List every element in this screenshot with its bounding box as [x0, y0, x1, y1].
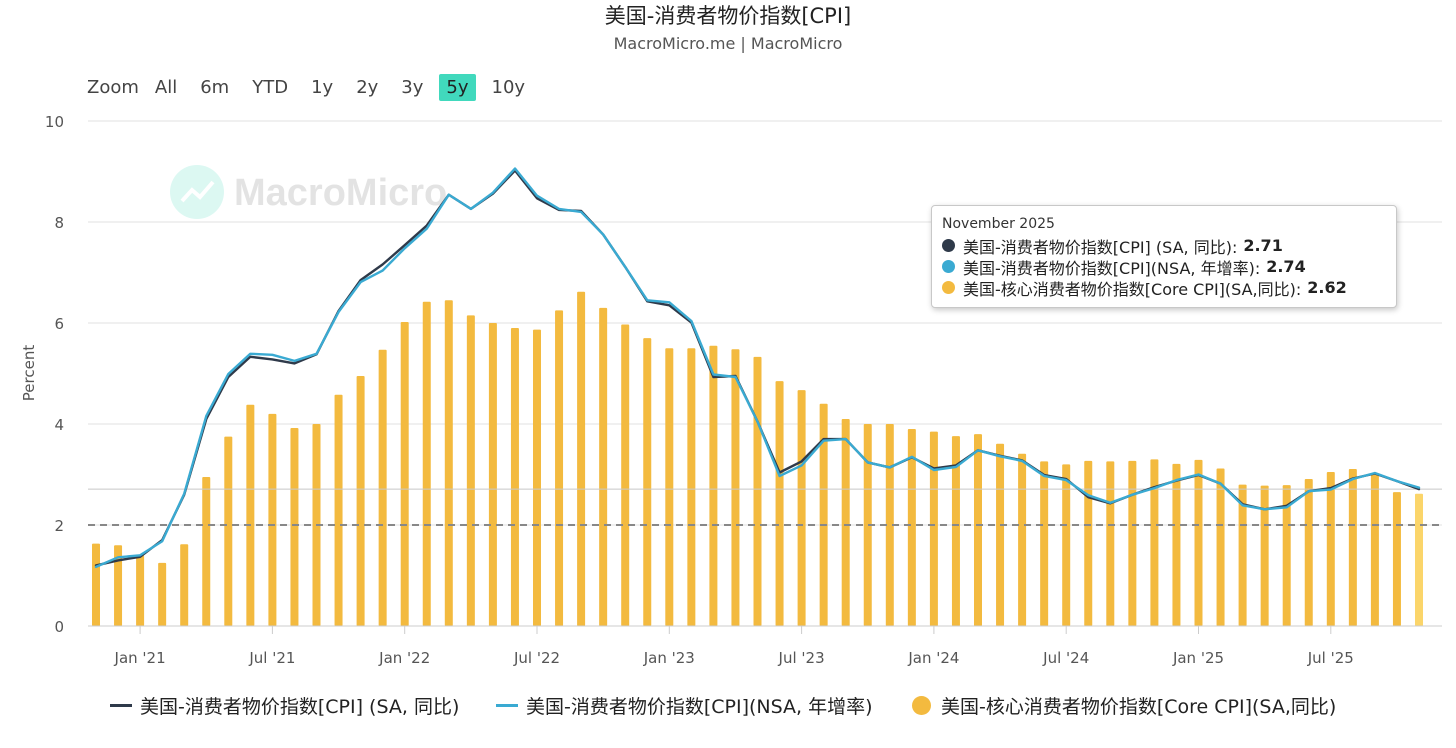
core-cpi-bar: [1349, 469, 1357, 626]
core-cpi-bar: [1195, 460, 1203, 626]
x-tick-label: Jul '23: [778, 649, 825, 667]
core-cpi-bar: [467, 315, 475, 626]
tooltip-dot-core-cpi: [942, 281, 955, 294]
x-tick-label: Jan '21: [114, 649, 166, 667]
legend-item-cpi-nsa[interactable]: 美国-消费者物价指数[CPI](NSA, 年增率): [496, 692, 873, 719]
x-tick-label: Jul '21: [248, 649, 295, 667]
core-cpi-bar: [1415, 494, 1423, 626]
core-cpi-bar: [423, 302, 431, 626]
legend-circle-core-cpi-icon: [912, 696, 931, 715]
core-cpi-bar: [577, 292, 585, 626]
core-cpi-bar: [1393, 492, 1401, 626]
core-cpi-bar: [1261, 486, 1269, 626]
core-cpi-bar: [643, 338, 651, 626]
core-cpi-bar: [1371, 473, 1379, 626]
core-cpi-bar: [665, 348, 673, 626]
core-cpi-bar: [974, 434, 982, 626]
x-tick-label: Jan '24: [907, 649, 959, 667]
core-cpi-bar: [930, 432, 938, 626]
tooltip-value-cpi-nsa: 2.74: [1266, 257, 1305, 276]
core-cpi-bar: [489, 323, 497, 626]
core-cpi-bar: [92, 544, 100, 626]
core-cpi-bar: [268, 414, 276, 626]
core-cpi-bar: [798, 390, 806, 626]
tooltip-row-core-cpi: 美国-核心消费者物价指数[Core CPI](SA,同比): 2.62: [942, 277, 1386, 298]
y-tick-label: 2: [54, 517, 64, 535]
core-cpi-bar: [1172, 464, 1180, 626]
core-cpi-bar: [533, 330, 541, 626]
x-tick-label: Jul '22: [513, 649, 560, 667]
tooltip-dot-cpi-sa: [942, 239, 955, 252]
core-cpi-bar: [136, 555, 144, 626]
core-cpi-bar: [445, 300, 453, 626]
y-tick-label: 4: [54, 416, 64, 434]
core-cpi-bar: [709, 346, 717, 626]
core-cpi-bar: [1040, 461, 1048, 626]
y-tick-label: 6: [54, 315, 64, 333]
core-cpi-bars: [92, 292, 1423, 626]
core-cpi-bar: [820, 404, 828, 626]
chart-tooltip: November 2025 美国-消费者物价指数[CPI] (SA, 同比): …: [931, 205, 1397, 308]
y-tick-label: 0: [54, 618, 64, 636]
core-cpi-bar: [379, 350, 387, 626]
core-cpi-bar: [555, 310, 563, 626]
core-cpi-bar: [290, 428, 298, 626]
core-cpi-bar: [1062, 464, 1070, 626]
legend-line-cpi-sa-icon: [110, 704, 132, 707]
core-cpi-bar: [335, 395, 343, 626]
core-cpi-bar: [1018, 454, 1026, 626]
core-cpi-bar: [776, 381, 784, 626]
core-cpi-bar: [180, 544, 188, 626]
core-cpi-bar: [1128, 461, 1136, 626]
x-tick-label: Jul '25: [1307, 649, 1354, 667]
core-cpi-bar: [731, 349, 739, 626]
core-cpi-bar: [687, 348, 695, 626]
core-cpi-bar: [158, 563, 166, 626]
core-cpi-bar: [401, 322, 409, 626]
core-cpi-bar: [1305, 479, 1313, 626]
y-tick-label: 10: [45, 113, 64, 131]
x-tick-label: Jan '25: [1172, 649, 1224, 667]
tooltip-label-core-cpi: 美国-核心消费者物价指数[Core CPI](SA,同比):: [963, 276, 1301, 300]
chart-legend: 美国-消费者物价指数[CPI] (SA, 同比) 美国-消费者物价指数[CPI]…: [0, 692, 1456, 718]
x-tick-label: Jul '24: [1042, 649, 1089, 667]
legend-label-core-cpi: 美国-核心消费者物价指数[Core CPI](SA,同比): [941, 692, 1336, 719]
core-cpi-bar: [1150, 459, 1158, 626]
tooltip-value-core-cpi: 2.62: [1307, 278, 1346, 297]
watermark-text: MacroMicro: [234, 172, 447, 214]
core-cpi-bar: [599, 308, 607, 626]
legend-line-cpi-nsa-icon: [496, 704, 518, 707]
core-cpi-bar: [842, 419, 850, 626]
legend-label-cpi-nsa: 美国-消费者物价指数[CPI](NSA, 年增率): [526, 692, 873, 719]
watermark: MacroMicro: [170, 165, 447, 219]
core-cpi-bar: [202, 477, 210, 626]
core-cpi-bar: [621, 325, 629, 626]
tooltip-value-cpi-sa: 2.71: [1243, 236, 1282, 255]
tooltip-row-cpi-nsa: 美国-消费者物价指数[CPI](NSA, 年增率): 2.74: [942, 256, 1386, 277]
core-cpi-bar: [1327, 472, 1335, 626]
tooltip-row-cpi-sa: 美国-消费者物价指数[CPI] (SA, 同比): 2.71: [942, 235, 1386, 256]
legend-item-core-cpi[interactable]: 美国-核心消费者物价指数[Core CPI](SA,同比): [912, 692, 1336, 719]
core-cpi-bar: [1217, 468, 1225, 626]
legend-item-cpi-sa[interactable]: 美国-消费者物价指数[CPI] (SA, 同比): [110, 692, 459, 719]
y-axis-title: Percent: [20, 345, 38, 402]
core-cpi-bar: [1106, 461, 1114, 626]
legend-label-cpi-sa: 美国-消费者物价指数[CPI] (SA, 同比): [140, 692, 459, 719]
core-cpi-bar: [996, 444, 1004, 626]
core-cpi-bar: [1084, 461, 1092, 626]
tooltip-date: November 2025: [942, 216, 1386, 232]
core-cpi-bar: [357, 376, 365, 626]
core-cpi-bar: [246, 405, 254, 626]
tooltip-dot-cpi-nsa: [942, 260, 955, 273]
chart-plot[interactable]: MacroMicro 0 2 4 6 8 10 Jan '21 Jul '21 Jan '22 J…: [0, 0, 1456, 690]
core-cpi-bar: [224, 437, 232, 626]
y-tick-label: 8: [54, 214, 64, 232]
x-tick-label: Jan '22: [378, 649, 430, 667]
core-cpi-bar: [754, 357, 762, 626]
core-cpi-bar: [511, 328, 519, 626]
x-tick-label: Jan '23: [643, 649, 695, 667]
